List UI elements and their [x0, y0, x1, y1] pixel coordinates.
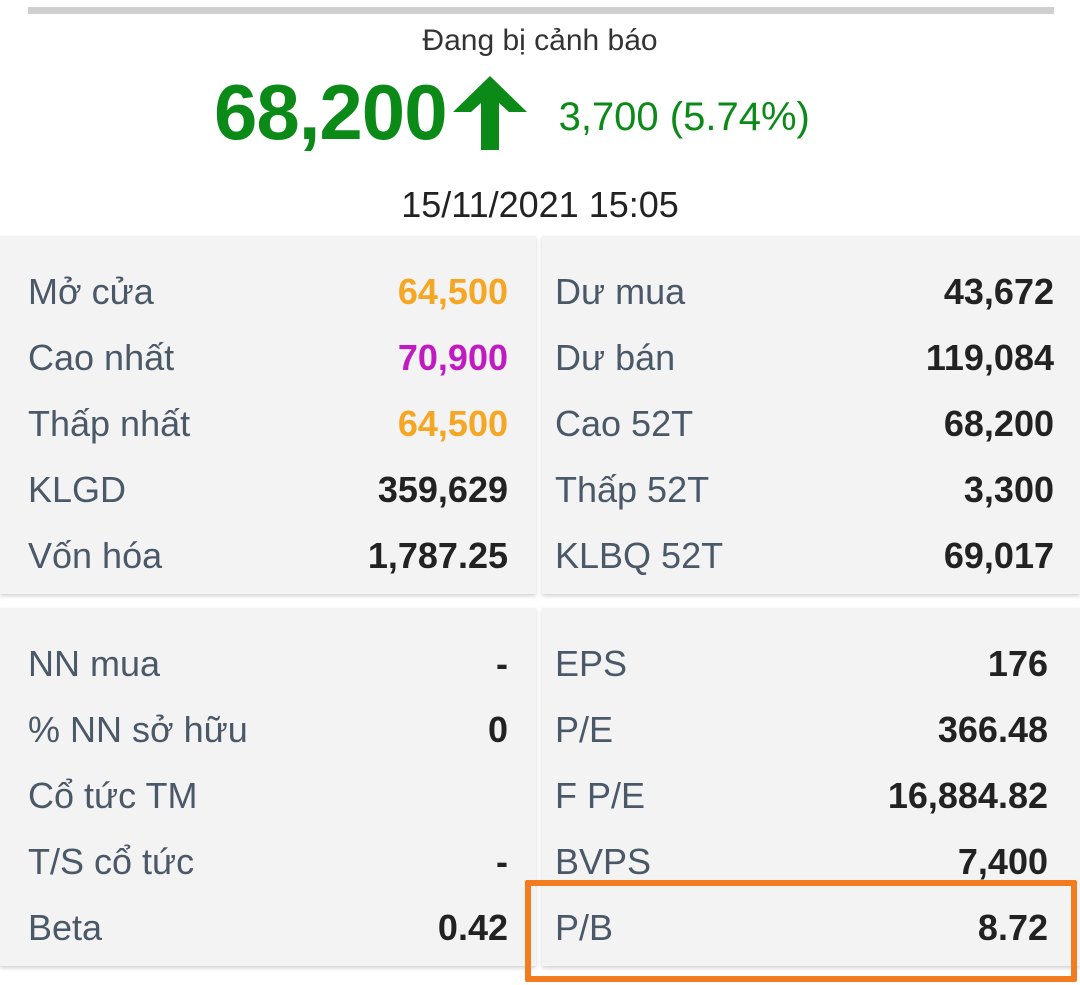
- stat-label: P/B: [555, 907, 614, 948]
- stat-row-volume: KLGD 359,629: [28, 462, 508, 518]
- stat-value: 8.72: [977, 907, 1048, 948]
- pb-highlight-box: [525, 880, 1077, 982]
- stat-label: Mở cửa: [28, 271, 154, 312]
- market-stats-left-panel: [0, 236, 536, 594]
- stat-row-pb: P/B 8.72: [555, 900, 1048, 956]
- stat-value: 119,084: [925, 337, 1054, 378]
- stat-label: F P/E: [555, 775, 646, 816]
- stat-label: Thấp nhất: [28, 403, 191, 444]
- stat-label: BVPS: [555, 841, 652, 882]
- stat-label: KLGD: [28, 469, 127, 510]
- stat-label: EPS: [555, 643, 628, 684]
- stat-row-ask-remaining: Dư bán 119,084: [555, 330, 1054, 386]
- stat-row-foreign-buy: NN mua -: [28, 636, 508, 692]
- stat-label: Cao nhất: [28, 337, 175, 378]
- stat-row-bid-remaining: Dư mua 43,672: [555, 264, 1054, 320]
- stat-label: KLBQ 52T: [555, 535, 724, 576]
- stat-value: 359,629: [377, 469, 508, 510]
- stat-row-bvps: BVPS 7,400: [555, 834, 1048, 890]
- stat-value: 3,300: [963, 469, 1054, 510]
- stat-value: 43,672: [943, 271, 1054, 312]
- stat-value: 64,500: [397, 271, 508, 312]
- stat-value: 64,500: [397, 403, 508, 444]
- warning-status: Đang bị cảnh báo: [422, 24, 658, 57]
- market-stats-right-panel: [542, 236, 1080, 594]
- stat-row-dividend-yield: T/S cổ tức -: [28, 834, 508, 890]
- stat-label: P/E: [555, 709, 614, 750]
- stat-label: Beta: [28, 907, 103, 948]
- stat-row-low: Thấp nhất 64,500: [28, 396, 508, 452]
- stat-label: NN mua: [28, 643, 161, 684]
- stat-row-pe: P/E 366.48: [555, 702, 1048, 758]
- stat-row-cash-dividend: Cổ tức TM: [28, 768, 508, 824]
- stat-label: Thấp 52T: [555, 469, 710, 510]
- stat-row-market-cap: Vốn hóa 1,787.25: [28, 528, 508, 584]
- stat-label: Vốn hóa: [28, 535, 163, 576]
- stat-row-open: Mở cửa 64,500: [28, 264, 508, 320]
- price-change: 3,700 (5.74%): [558, 94, 810, 139]
- stat-row-high: Cao nhất 70,900: [28, 330, 508, 386]
- stat-value: 0.42: [437, 907, 508, 948]
- stat-value: 0: [487, 709, 508, 750]
- stat-row-52w-low: Thấp 52T 3,300: [555, 462, 1054, 518]
- arrow-up-icon: [449, 72, 531, 152]
- stat-row-foreign-ownership: % NN sở hữu 0: [28, 702, 508, 758]
- fundamentals-right-panel: [542, 608, 1080, 966]
- stat-value: 176: [987, 643, 1048, 684]
- stat-label: Dư bán: [555, 337, 676, 378]
- stat-label: Dư mua: [555, 271, 686, 312]
- stat-value: 68,200: [943, 403, 1054, 444]
- price-row: 68,200 3,700 (5.74%): [214, 62, 810, 162]
- last-updated-time: 15/11/2021 15:05: [401, 184, 679, 225]
- stat-label: % NN sở hữu: [28, 709, 248, 750]
- stat-row-eps: EPS 176: [555, 636, 1048, 692]
- stat-value: 366.48: [937, 709, 1048, 750]
- stat-row-52w-avg-volume: KLBQ 52T 69,017: [555, 528, 1054, 584]
- stat-row-forward-pe: F P/E 16,884.82: [555, 768, 1048, 824]
- stat-value: -: [496, 643, 508, 684]
- stat-label: Cổ tức TM: [28, 775, 198, 816]
- stat-row-52w-high: Cao 52T 68,200: [555, 396, 1054, 452]
- stat-value: 7,400: [957, 841, 1048, 882]
- stat-label: T/S cổ tức: [28, 841, 195, 882]
- stat-value: 70,900: [397, 337, 508, 378]
- stat-value: -: [496, 841, 508, 882]
- top-divider: [28, 7, 1054, 14]
- stat-value: 69,017: [943, 535, 1054, 576]
- stat-value: 16,884.82: [887, 775, 1048, 816]
- stat-value: 1,787.25: [367, 535, 508, 576]
- current-price: 68,200: [214, 67, 448, 156]
- fundamentals-left-panel: [0, 608, 536, 966]
- stat-label: Cao 52T: [555, 403, 694, 444]
- stat-row-beta: Beta 0.42: [28, 900, 508, 956]
